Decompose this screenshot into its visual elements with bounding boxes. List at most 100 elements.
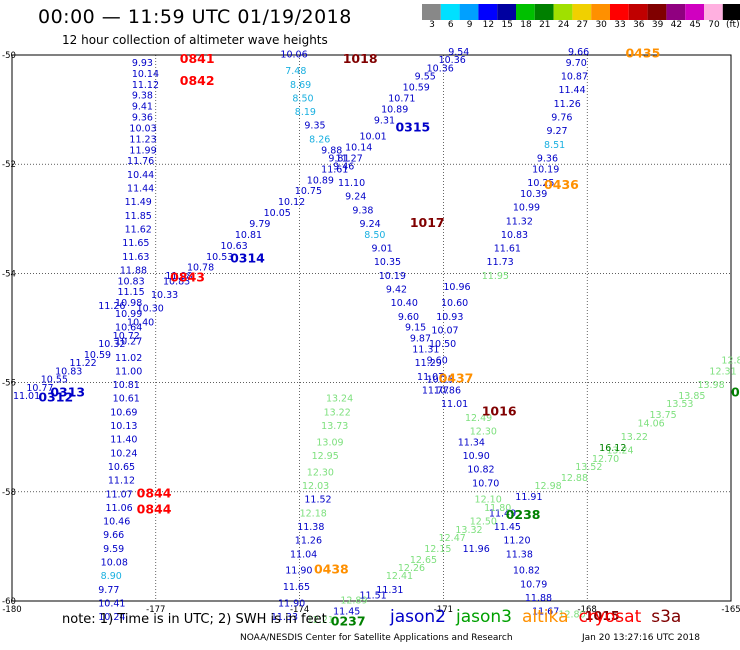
chart-subtitle: 12 hour collection of altimeter wave hei…	[62, 33, 328, 47]
wave-height-label: 10.53	[206, 252, 233, 263]
wave-height-label: 13.75	[650, 410, 677, 421]
wave-height-label: 11.91	[515, 492, 542, 503]
wave-height-label: 10.69	[110, 407, 137, 418]
wave-height-label: 10.35	[374, 257, 401, 268]
wave-height-label: 13.32	[455, 525, 482, 536]
satellite-jason2: jason2	[390, 607, 446, 627]
wave-height-label: 10.24	[98, 612, 125, 623]
wave-height-label: 9.77	[98, 585, 119, 596]
wave-height-label: 11.34	[458, 437, 485, 448]
pass-time-label: 0842	[180, 73, 215, 88]
wave-height-label: 11.90	[285, 566, 312, 577]
wave-height-label: 8.69	[290, 80, 311, 91]
wave-height-label: 12.82	[721, 355, 740, 366]
wave-height-label: 10.46	[103, 517, 130, 528]
legend-tick-label: 39	[651, 20, 664, 30]
wave-height-label: 12.30	[470, 426, 497, 437]
wave-height-label: 9.36	[537, 153, 558, 164]
wave-height-label: 9.41	[132, 102, 153, 113]
wave-height-label: 10.77	[26, 383, 53, 394]
legend-tick-label: 18	[520, 20, 532, 30]
wave-height-label: 12.65	[410, 555, 437, 566]
legend-swatch	[478, 4, 498, 20]
wave-height-label: 10.55	[41, 375, 68, 386]
wave-height-label: 12.18	[300, 508, 327, 519]
wave-height-label: 9.36	[132, 113, 153, 124]
wave-height-label: 10.32	[98, 339, 125, 350]
wave-height-label: 10.50	[429, 339, 456, 350]
legend-swatch	[459, 4, 479, 20]
wave-height-label: 12.70	[592, 454, 619, 465]
wave-height-label: 11.45	[333, 607, 360, 618]
wave-height-label: 10.24	[110, 448, 137, 459]
pass-time-label: 0314	[230, 250, 265, 265]
wave-height-label: 11.33	[271, 612, 298, 623]
wave-height-label: 10.93	[436, 312, 463, 323]
wave-height-label: 9.60	[398, 312, 419, 323]
wave-height-label: 11.26	[295, 536, 322, 547]
wave-height-label: 10.07	[431, 325, 458, 336]
wave-height-label: 11.65	[122, 238, 149, 249]
wave-height-label: 11.26	[554, 99, 581, 110]
wave-height-label: 12.31	[709, 366, 736, 377]
satellite-jason3: jason3	[456, 607, 512, 627]
wave-height-label: 13.73	[321, 421, 348, 432]
wave-height-label: 9.15	[405, 323, 426, 334]
wave-height-label: 10.14	[132, 69, 159, 80]
legend-tick-label: 27	[576, 20, 589, 30]
wave-height-label: 11.44	[558, 85, 585, 96]
wave-height-label: 11.26	[98, 301, 125, 312]
pass-time-label: 1017	[410, 215, 445, 230]
wave-height-label: 11.76	[127, 156, 154, 167]
y-tick-label: -56	[2, 379, 16, 389]
wave-height-label: 11.65	[283, 582, 310, 593]
pass-time-label: 0313	[50, 384, 85, 399]
wave-height-label: 10.82	[467, 465, 494, 476]
wave-height-label: 11.10	[338, 178, 365, 189]
legend-tick-label: 33	[614, 20, 626, 30]
wave-height-label: 10.27	[115, 336, 142, 347]
wave-height-label: 10.36	[439, 55, 466, 66]
wave-height-label: 10.65	[108, 462, 135, 473]
wave-height-label: 10.06	[280, 50, 307, 61]
pass-time-label: 1018	[343, 51, 378, 66]
wave-height-label: 11.15	[117, 287, 144, 298]
wave-height-label: 9.38	[352, 205, 373, 216]
x-tick-label: -180	[2, 605, 21, 615]
wave-height-label: 9.70	[566, 58, 587, 69]
pass-time-label: 0841	[180, 51, 215, 66]
pass-time-label: 0437	[439, 371, 474, 386]
wave-height-label: 10.19	[379, 271, 406, 282]
wave-height-label: 10.78	[187, 263, 214, 274]
x-tick-label: -165	[721, 605, 740, 615]
wave-height-label: 10.89	[381, 104, 408, 115]
wave-height-label: 11.22	[70, 358, 97, 369]
legend-swatch	[591, 4, 610, 20]
note-text: note: 1) Time is in UTC; 2) SWH is in fe…	[62, 612, 327, 627]
legend-tick-label: (ft)	[726, 20, 740, 30]
wave-height-label: 11.38	[506, 549, 533, 560]
legend-tick-label: 21	[539, 20, 551, 30]
legend-swatch	[628, 4, 648, 20]
pass-time-label: 0237	[331, 614, 366, 629]
wave-height-label: 13.22	[621, 432, 648, 443]
wave-height-label: 10.12	[278, 197, 305, 208]
x-tick-label: -177	[146, 605, 165, 615]
wave-height-label: 11.40	[110, 435, 137, 446]
wave-height-label: 11.51	[360, 590, 387, 601]
wave-height-label: 10.33	[151, 290, 178, 301]
wave-height-label: 11.29	[415, 358, 442, 369]
wave-height-label: 10.82	[513, 566, 540, 577]
wave-height-label: 11.88	[120, 265, 147, 276]
wave-height-label: 11.88	[525, 593, 552, 604]
legend-tick-label: 42	[670, 20, 683, 30]
legend-tick-label: 3	[429, 20, 435, 30]
legend-tick-label: 45	[689, 20, 701, 30]
legend-tick-label: 30	[595, 20, 607, 30]
wave-height-label: 12.88	[561, 473, 588, 484]
pass-time-label: 02	[731, 384, 740, 399]
wave-height-label: 10.25	[527, 178, 554, 189]
wave-height-label: 10.72	[113, 331, 140, 342]
wave-height-label: 12.26	[398, 563, 425, 574]
legend-tick-label: 36	[633, 20, 645, 30]
